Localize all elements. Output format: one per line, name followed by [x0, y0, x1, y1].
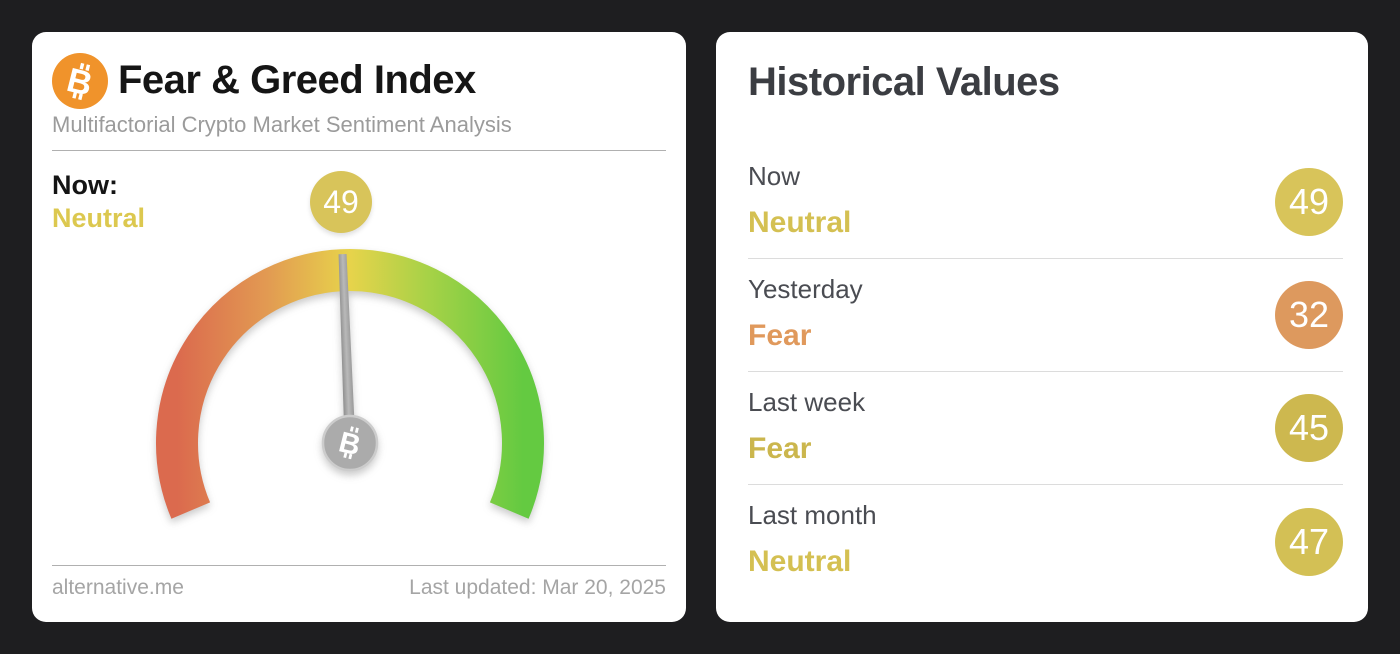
gauge-arc: [156, 249, 544, 519]
table-row: Yesterday Fear 32: [748, 259, 1343, 372]
historical-title: Historical Values: [748, 60, 1060, 104]
row-status: Neutral: [748, 206, 852, 239]
bitcoin-icon: B: [52, 53, 108, 109]
card-footer: alternative.me Last updated: Mar 20, 202…: [52, 576, 666, 600]
value-badge: 45: [1275, 394, 1343, 462]
row-status: Fear: [748, 319, 812, 352]
historical-values-card: Historical Values Now Neutral 49 Yesterd…: [716, 32, 1368, 622]
fear-greed-gauge: B: [156, 249, 544, 519]
row-label: Yesterday: [748, 274, 863, 304]
source-link[interactable]: alternative.me: [52, 576, 184, 599]
value-badge: 32: [1275, 281, 1343, 349]
last-updated-text: Last updated: Mar 20, 2025: [409, 576, 666, 599]
now-status: Neutral: [52, 203, 146, 233]
value-badge: 49: [1275, 168, 1343, 236]
gauge-needle: [338, 253, 356, 452]
card-title: Fear & Greed Index: [118, 58, 476, 102]
gauge-pivot-bitcoin-icon: B: [321, 414, 379, 472]
value-badge: 47: [1275, 507, 1343, 576]
row-status: Neutral: [748, 545, 852, 578]
row-label: Last month: [748, 500, 877, 530]
row-label: Last week: [748, 387, 866, 417]
footer-divider: [52, 565, 666, 566]
historical-rows: Now Neutral 49 Yesterday Fear 32 Last we…: [748, 146, 1343, 598]
row-status: Fear: [748, 432, 812, 465]
card-subtitle: Multifactorial Crypto Market Sentiment A…: [52, 112, 512, 137]
row-label: Now: [748, 161, 801, 191]
table-row: Last week Fear 45: [748, 372, 1343, 485]
table-row: Now Neutral 49: [748, 146, 1343, 259]
table-row: Last month Neutral 47: [748, 485, 1343, 598]
header-divider: [52, 150, 666, 151]
gauge-value-badge: 49: [310, 171, 372, 233]
now-label: Now:: [52, 170, 118, 200]
fear-greed-card: B Fear & Greed Index Multifactorial Cryp…: [32, 32, 686, 622]
